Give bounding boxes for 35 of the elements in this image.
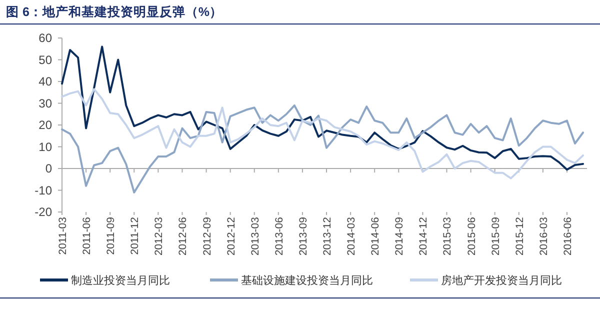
x-tick-label: 2011-06 [81,216,94,255]
x-tick-label: 2013-09 [297,216,310,256]
y-tick-label: 40 [38,74,52,89]
y-tick-label: 20 [38,118,52,132]
x-tick-label: 2013-03 [249,216,262,256]
y-tick-label: 50 [38,52,52,67]
y-tick-label: -10 [34,183,52,198]
legend-label: 房地产开发投资当月同比 [441,274,562,287]
y-tick-label: -20 [34,205,52,220]
x-tick-label: 2012-03 [153,216,166,256]
x-tick-label: 2016-03 [538,216,550,256]
x-tick-label: 2013-12 [322,216,334,256]
x-tick-label: 2011-12 [129,216,142,255]
x-tick-label: 2012-06 [177,216,190,256]
x-tick-label: 2015-12 [514,216,526,256]
y-tick-label: 60 [38,31,52,46]
legend-label: 基础设施建设投资当月同比 [241,274,373,287]
x-tick-label: 2012-09 [201,216,214,256]
x-tick-label: 2015-09 [490,216,502,256]
x-tick-label: 2014-09 [394,216,406,256]
x-tick-label: 2014-03 [346,216,358,256]
x-tick-label: 2014-12 [418,216,430,256]
legend-label: 制造业投资当月同比 [71,274,170,287]
x-tick-label: 2012-12 [225,216,238,256]
y-tick-label: 0 [45,162,52,176]
x-tick-label: 2013-06 [273,216,286,256]
x-tick-label: 2011-09 [105,216,118,255]
y-tick-label: 30 [38,96,52,110]
x-tick-label: 2016-06 [562,216,574,256]
x-tick-label: 2015-03 [442,216,454,256]
y-tick-label: 10 [38,140,52,154]
x-tick-label: 2011-03 [57,216,69,255]
chart-title: 图 6：地产和基建投资明显反弹（%） [6,4,223,19]
x-tick-label: 2014-06 [370,216,382,256]
x-tick-label: 2015-06 [466,216,478,256]
